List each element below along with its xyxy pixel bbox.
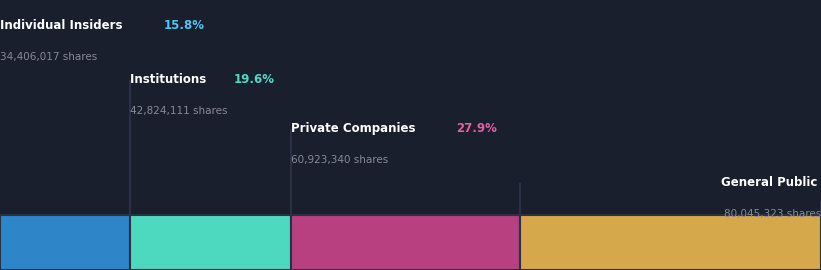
Text: 42,824,111 shares: 42,824,111 shares [130,106,227,116]
Text: 34,406,017 shares: 34,406,017 shares [0,52,97,62]
Bar [0,215,130,270]
Bar [130,215,291,270]
Text: Individual Insiders: Individual Insiders [0,19,126,32]
Bar [291,215,520,270]
Text: Institutions: Institutions [130,73,210,86]
Text: Private Companies: Private Companies [291,122,420,135]
Text: 19.6%: 19.6% [233,73,274,86]
Text: 80,045,323 shares: 80,045,323 shares [724,209,821,219]
Text: 60,923,340 shares: 60,923,340 shares [291,155,388,165]
Text: 15.8%: 15.8% [163,19,204,32]
Bar [520,215,821,270]
Text: 27.9%: 27.9% [456,122,498,135]
Text: General Public: General Public [721,176,821,189]
